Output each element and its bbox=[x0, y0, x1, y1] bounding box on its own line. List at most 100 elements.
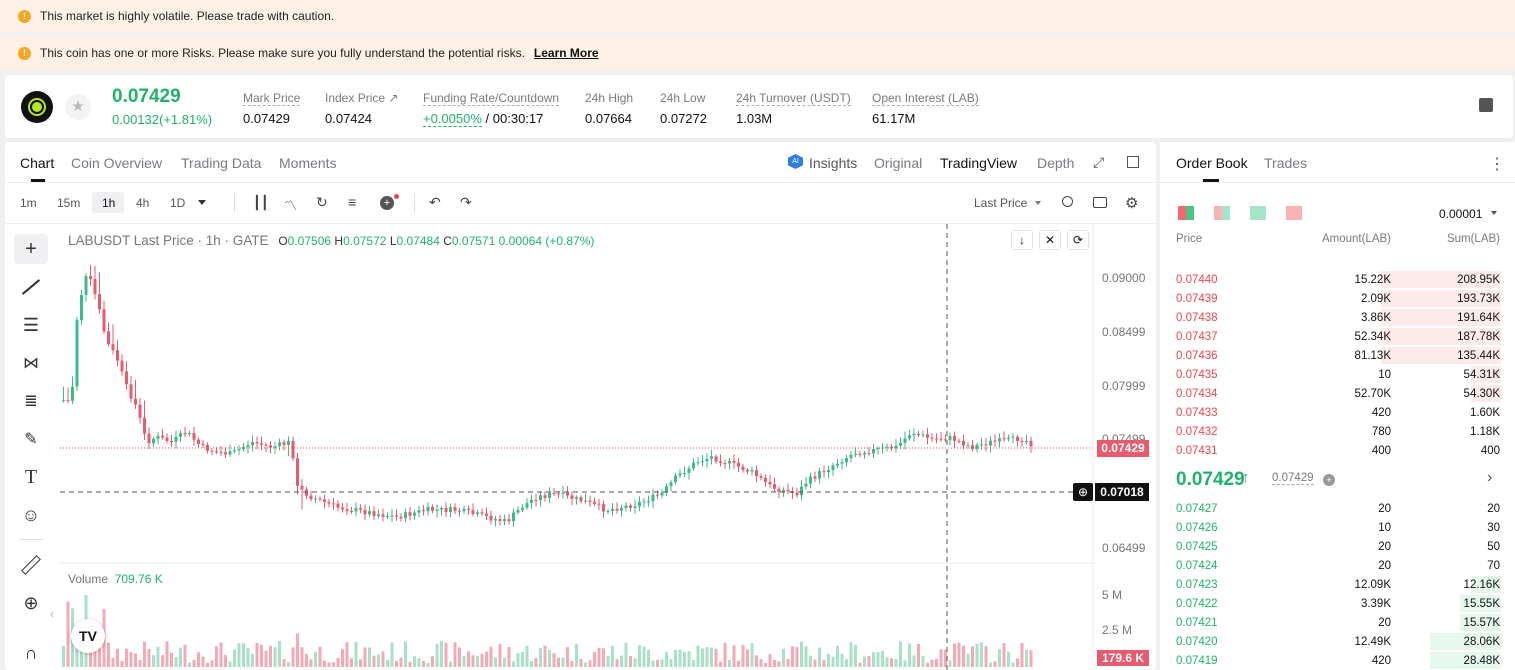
bid-row[interactable]: 0.07423 12.09K 12.16K bbox=[1160, 575, 1515, 594]
bids-only-icon[interactable] bbox=[1250, 206, 1266, 220]
candle bbox=[404, 512, 407, 519]
compare-icon[interactable]: ↻ bbox=[316, 194, 328, 210]
candle bbox=[755, 470, 758, 477]
candle bbox=[417, 510, 421, 513]
zoom-in-icon[interactable]: ⊕ bbox=[23, 592, 39, 613]
tab-chart-underline bbox=[31, 179, 45, 182]
high-value: 0.07664 bbox=[585, 111, 632, 126]
ask-row[interactable]: 0.07431 400 400 bbox=[1160, 441, 1515, 460]
tab-coin-overview[interactable]: Coin Overview bbox=[71, 155, 163, 171]
candle bbox=[957, 440, 961, 442]
scroll-down-icon[interactable]: ↓ bbox=[1011, 230, 1033, 250]
tab-order-book[interactable]: Order Book bbox=[1176, 155, 1248, 171]
last-price-select[interactable]: Last Price bbox=[974, 196, 1028, 210]
volume-bar bbox=[732, 645, 736, 667]
collapse-panel-icon[interactable]: ‹ bbox=[50, 607, 54, 621]
horizontal-lines-icon[interactable]: ☰ bbox=[22, 314, 40, 335]
camera-icon[interactable] bbox=[1093, 197, 1107, 208]
ask-row[interactable]: 0.07432 780 1.18K bbox=[1160, 422, 1515, 441]
bid-row[interactable]: 0.07424 20 70 bbox=[1160, 556, 1515, 575]
index-price-stat[interactable]: Index Price ↗ 0.07424 bbox=[325, 89, 398, 126]
tab-trades[interactable]: Trades bbox=[1264, 155, 1308, 171]
candles-icon[interactable]: ┃┃ bbox=[253, 195, 269, 210]
bid-price: 0.07421 bbox=[1176, 617, 1218, 629]
volume-bar bbox=[134, 653, 137, 667]
ask-row[interactable]: 0.07439 2.09K 193.73K bbox=[1160, 289, 1515, 308]
view-depth[interactable]: Depth bbox=[1037, 155, 1075, 171]
ask-row[interactable]: 0.07436 81.13K 135.44K bbox=[1160, 346, 1515, 365]
candle bbox=[318, 498, 322, 500]
interval-1m[interactable]: 1m bbox=[20, 196, 37, 210]
tab-moments[interactable]: Moments bbox=[279, 155, 337, 171]
bid-row[interactable]: 0.07419 420 28.48K bbox=[1160, 651, 1515, 670]
interval-4h[interactable]: 4h bbox=[136, 196, 150, 210]
window-icon[interactable] bbox=[1127, 156, 1139, 168]
collapse-icon[interactable]: ✕ bbox=[1039, 230, 1061, 250]
tab-chart[interactable]: Chart bbox=[20, 155, 55, 171]
candle bbox=[584, 500, 587, 502]
ask-price: 0.07438 bbox=[1176, 312, 1218, 324]
more-icon[interactable]: ⋮ bbox=[1489, 156, 1505, 173]
magnet-icon[interactable]: ∩ bbox=[24, 642, 38, 663]
tab-trading-data[interactable]: Trading Data bbox=[181, 155, 262, 171]
favorite-star-icon[interactable]: ★ bbox=[65, 94, 91, 120]
ask-row[interactable]: 0.07434 52.70K 54.30K bbox=[1160, 384, 1515, 403]
interval-15m[interactable]: 15m bbox=[57, 196, 81, 210]
interval-dropdown-icon[interactable] bbox=[198, 200, 206, 205]
bid-row[interactable]: 0.07427 20 20 bbox=[1160, 499, 1515, 518]
trendline-icon[interactable] bbox=[14, 272, 48, 302]
volume-bar bbox=[120, 661, 124, 667]
asks-only-icon[interactable] bbox=[1286, 206, 1302, 220]
reset-icon[interactable]: ⟳ bbox=[1067, 230, 1089, 250]
learn-more-link[interactable]: Learn More bbox=[533, 46, 599, 60]
pattern-icon[interactable]: ⋈ bbox=[23, 355, 39, 372]
candle bbox=[597, 503, 601, 505]
emoji-icon[interactable]: ☺ bbox=[21, 504, 41, 525]
brush-icon[interactable]: ✎ bbox=[24, 431, 38, 448]
candle bbox=[948, 435, 952, 441]
view-tradingview[interactable]: TradingView bbox=[940, 155, 1018, 171]
mixed-view-icon[interactable] bbox=[1214, 206, 1230, 220]
crosshair-add-icon[interactable]: ⊕ bbox=[1073, 483, 1093, 501]
fib-icon[interactable]: ≣ bbox=[24, 393, 38, 410]
redo-icon[interactable]: ↷ bbox=[460, 194, 472, 210]
view-original[interactable]: Original bbox=[874, 155, 923, 171]
search-icon[interactable] bbox=[1062, 196, 1073, 207]
volume-bar bbox=[606, 655, 610, 667]
candle bbox=[138, 404, 142, 418]
ask-row[interactable]: 0.07437 52.34K 187.78K bbox=[1160, 327, 1515, 346]
expand-icon[interactable]: ⤢ bbox=[1093, 154, 1105, 170]
ask-row[interactable]: 0.07440 15.22K 208.95K bbox=[1160, 270, 1515, 289]
bid-row[interactable]: 0.07421 20 15.57K bbox=[1160, 613, 1515, 632]
bid-row[interactable]: 0.07426 10 30 bbox=[1160, 518, 1515, 537]
chevron-right-icon[interactable]: › bbox=[1487, 469, 1493, 486]
interval-1d[interactable]: 1D bbox=[170, 196, 186, 210]
volume-bar bbox=[503, 658, 506, 667]
text-tool-icon[interactable]: T bbox=[24, 465, 38, 488]
ask-row[interactable]: 0.07435 10 54.31K bbox=[1160, 365, 1515, 384]
candle bbox=[737, 462, 740, 467]
alert-list-icon[interactable]: ≡ bbox=[348, 194, 357, 210]
undo-icon[interactable]: ↶ bbox=[429, 194, 441, 210]
bid-row[interactable]: 0.07425 20 50 bbox=[1160, 537, 1515, 556]
ruler-icon[interactable] bbox=[14, 550, 48, 580]
interval-1h[interactable]: 1h bbox=[102, 196, 116, 210]
view-insights[interactable]: Insights bbox=[809, 155, 858, 171]
candle bbox=[710, 456, 713, 459]
volume-bar bbox=[453, 642, 457, 667]
add-alert-icon[interactable]: + bbox=[380, 196, 394, 210]
candle bbox=[233, 450, 236, 452]
ask-depth-bar bbox=[1381, 309, 1501, 326]
price-chart[interactable] bbox=[5, 142, 1156, 670]
ask-row[interactable]: 0.07433 420 1.60K bbox=[1160, 403, 1515, 422]
crosshair-icon[interactable]: + bbox=[14, 234, 48, 264]
volume-bar bbox=[300, 647, 304, 667]
bid-row[interactable]: 0.07422 3.39K 15.55K bbox=[1160, 594, 1515, 613]
settings-gear-icon[interactable]: ⚙ bbox=[1125, 195, 1139, 212]
precision-select[interactable]: 0.00001 bbox=[1439, 207, 1483, 221]
ask-row[interactable]: 0.07438 3.86K 191.64K bbox=[1160, 308, 1515, 327]
indicators-icon[interactable]: 〽 bbox=[284, 198, 298, 213]
bid-row[interactable]: 0.07420 12.49K 28.06K bbox=[1160, 632, 1515, 651]
book-icon[interactable] bbox=[1479, 98, 1493, 112]
both-sides-icon[interactable] bbox=[1178, 206, 1194, 220]
